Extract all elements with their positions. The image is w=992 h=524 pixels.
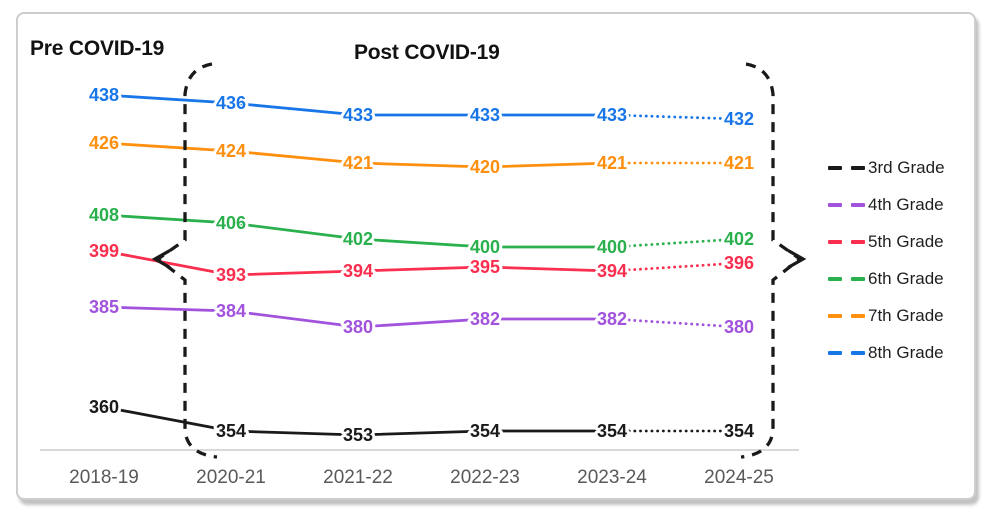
legend-item-5th-grade: 5th Grade [828,230,945,254]
left-brace [155,62,218,459]
value-label: 396 [724,253,754,273]
legend-item-3rd-grade: 3rd Grade [828,156,945,180]
value-label: 382 [470,309,500,329]
value-label: 433 [597,105,627,125]
value-label: 354 [470,421,500,441]
legend-label: 3rd Grade [868,158,945,177]
right-arrow-icon [787,249,807,269]
value-label: 385 [89,297,119,317]
left-arrow-icon [151,249,171,269]
series-line-8th-grade [102,93,614,117]
value-label: 395 [470,257,500,277]
legend-item-4th-grade: 4th Grade [828,193,945,217]
post-covid-title: Post COVID-19 [354,41,500,64]
value-label: 402 [724,229,754,249]
series-line-6th-grade [102,213,614,249]
x-axis-label: 2020-21 [196,467,266,488]
series-line-3rd-grade [102,405,614,437]
legend-dash-icon [828,314,842,318]
value-label: 426 [89,133,119,153]
series-line-7th-grade [102,141,614,169]
series-dotted-segment [610,113,741,121]
x-axis-label: 2018-19 [69,467,139,488]
legend-dash-icon [828,166,842,170]
legend-dash-icon [851,277,865,281]
legend-dash-icon [851,166,865,170]
value-label: 354 [216,421,246,441]
x-axis-label: 2022-23 [450,467,520,488]
value-label: 360 [89,397,119,417]
value-label: 420 [470,157,500,177]
value-label: 380 [343,317,373,337]
legend-label: 8th Grade [868,343,944,362]
series-dotted-segment [610,317,741,329]
value-label: 394 [343,261,373,281]
series-dotted-segment [610,261,741,273]
x-axis-label: 2024-25 [704,467,774,488]
series-line-5th-grade [102,249,614,277]
legend-item-8th-grade: 8th Grade [828,341,945,365]
value-label: 394 [597,261,627,281]
value-label: 353 [343,425,373,445]
legend-dash-icon [828,351,842,355]
x-axis-label: 2023-24 [577,467,647,488]
value-label: 402 [343,229,373,249]
series-dotted-segment [610,237,741,249]
value-label: 433 [343,105,373,125]
value-label: 438 [89,85,119,105]
value-label: 408 [89,205,119,225]
value-label: 432 [724,109,754,129]
legend-dash-icon [828,203,842,207]
legend-dash-icon [851,351,865,355]
value-label: 400 [597,237,627,257]
series-line-4th-grade [102,305,614,329]
value-label: 384 [216,301,246,321]
value-label: 354 [724,421,754,441]
value-label: 400 [470,237,500,257]
chart-card: Pre COVID-19 Post COVID-19 2018-19 2020-2… [16,12,976,500]
legend-dash-icon [851,314,865,318]
value-label: 393 [216,265,246,285]
value-label: 424 [216,141,246,161]
legend-dash-icon [851,240,865,244]
value-label: 433 [470,105,500,125]
legend-dash-icon [851,203,865,207]
legend-item-6th-grade: 6th Grade [828,267,945,291]
line-chart: 2018-19 2020-21 2021-22 2022-23 2023-24 2024-… [40,62,807,488]
value-label: 382 [597,309,627,329]
value-label: 354 [597,421,627,441]
legend-item-7th-grade: 7th Grade [828,304,945,328]
legend-label: 6th Grade [868,269,944,288]
chart-legend: 3rd Grade 4th Grade 5th Grade 6th Grade 7th … [828,156,945,365]
value-label: 421 [597,153,627,173]
value-label: 406 [216,213,246,233]
value-label: 380 [724,317,754,337]
legend-label: 4th Grade [868,195,944,214]
value-label: 421 [343,153,373,173]
value-label: 421 [724,153,754,173]
value-label: 399 [89,241,119,261]
legend-dash-icon [828,277,842,281]
legend-label: 7th Grade [868,306,944,325]
legend-label: 5th Grade [868,232,944,251]
legend-dash-icon [828,240,842,244]
value-label: 436 [216,93,246,113]
pre-covid-title: Pre COVID-19 [30,37,165,60]
x-axis-label: 2021-22 [323,467,393,488]
